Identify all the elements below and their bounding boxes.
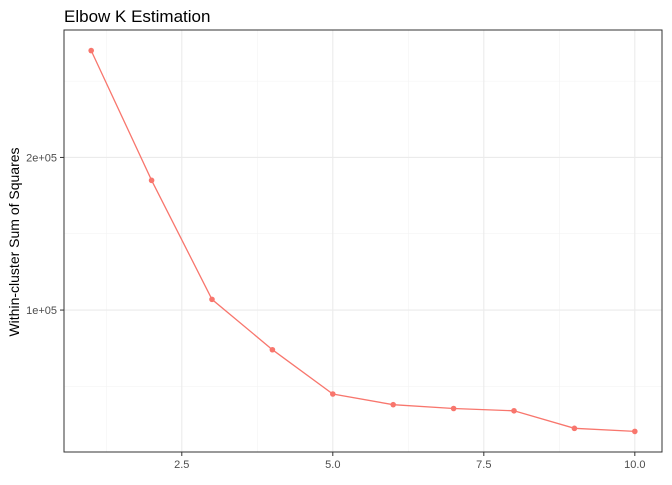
data-point [329, 391, 336, 397]
x-tick-label: 5.0 [325, 459, 340, 471]
y-axis-label: Within-cluster Sum of Squares [6, 147, 22, 336]
data-point [571, 425, 578, 432]
data-point [209, 296, 215, 303]
plot-panel [63, 29, 663, 453]
y-tick-label: 1e+05 [26, 305, 57, 317]
y-tick-label: 2e+05 [26, 152, 57, 164]
data-point [450, 405, 457, 412]
data-point [269, 346, 276, 353]
x-tick-label: 2.5 [174, 459, 189, 471]
data-point [148, 177, 155, 184]
x-tick-label: 7.5 [476, 459, 491, 471]
series-line [90, 50, 635, 433]
data-point [632, 428, 638, 435]
grid-lines [64, 30, 662, 452]
chart-title: Elbow K Estimation [64, 7, 210, 26]
series-layer [88, 47, 638, 435]
data-point [390, 401, 397, 408]
data-point [88, 47, 94, 54]
axes: 2.5 5.0 7.5 10.0 1e+05 2e+05 [26, 152, 645, 471]
x-tick-label: 10.0 [624, 459, 645, 471]
data-point [511, 407, 517, 414]
